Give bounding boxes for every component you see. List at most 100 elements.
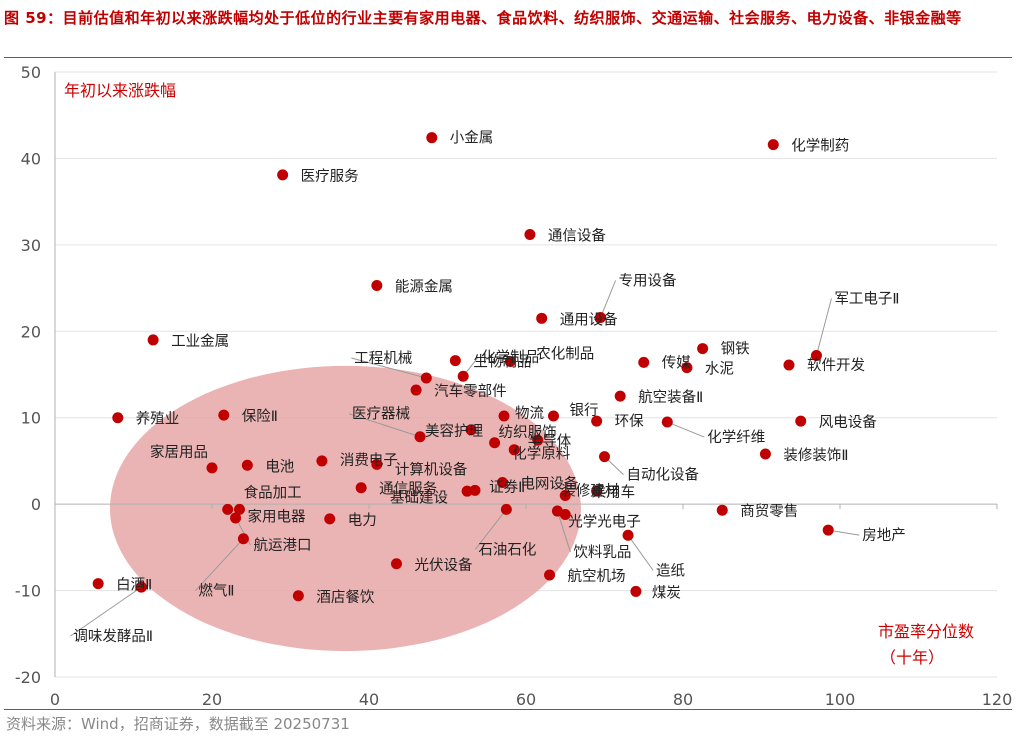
data-point [135,581,147,593]
footer-rule [4,709,1012,710]
point-label: 小金属 [450,130,494,147]
data-point [661,416,673,428]
data-point [544,569,556,581]
data-point [469,484,481,496]
point-label: 基础建设 [390,489,448,506]
leader-line [348,413,421,438]
point-label: 石油石化 [478,541,536,558]
point-label: 化学制药 [791,138,849,155]
x-tick-label: 60 [516,690,536,709]
data-point [783,359,795,371]
data-point [622,529,634,541]
y-axis-label: 年初以来涨跌幅 [64,81,176,100]
point-label: 保险Ⅱ [242,408,278,425]
data-point [465,424,477,436]
scatter-chart: -20 -10 0 10 20 30 40 50 0 20 40 60 80 100 120 小金属 化学制药… [15,63,1013,709]
point-label: 电网设备 [520,476,578,493]
figure-title: 图 59：目前估值和年初以来涨跌幅均处于低位的行业主要有家用电器、食品饮料、纺织… [4,9,962,27]
data-point [759,448,771,460]
data-point [112,412,124,424]
data-point [697,343,709,355]
point-label: 软件开发 [807,357,865,374]
point-label: 纺织服饰 [499,424,557,441]
point-label: 证券Ⅱ [489,479,525,496]
data-point [524,228,536,240]
data-point [498,410,510,422]
leader-lines [70,280,860,637]
title-rule [4,57,1012,58]
leader-line [667,421,705,438]
point-label: 通信服务 [379,481,437,498]
data-point [237,533,249,545]
data-point [233,503,245,515]
data-point [504,356,516,368]
data-point [449,355,461,367]
point-label: 食品加工 [244,484,302,501]
data-point [222,503,234,515]
data-point [489,437,501,449]
point-label: 装修装饰Ⅱ [783,447,848,464]
data-point [810,349,822,361]
point-label: 通信设备 [548,227,606,244]
leader-line [195,538,244,592]
point-label: 电力 [348,512,377,529]
y-tick-label: 30 [21,236,41,255]
point-label: 航运港口 [254,537,312,554]
x-axis-label-line1: 市盈率分位数 [878,622,974,641]
x-tick-label: 80 [673,690,693,709]
leader-line [70,586,142,637]
leader-line [600,280,617,318]
data-point [795,415,807,427]
point-label: 工业金属 [171,333,229,350]
point-label: 自动化设备 [627,467,700,484]
point-label: 银行 [569,402,598,419]
data-point [426,132,438,144]
point-label: 钢铁 [721,341,750,358]
data-point [532,434,544,446]
y-tick-label: 40 [21,149,41,168]
point-label: 农化制品 [536,346,594,363]
data-point [536,312,548,324]
data-point [508,444,520,456]
data-points [92,132,834,602]
data-point [496,477,508,489]
data-point [414,431,426,443]
point-label: 传媒 [662,354,691,371]
point-label: 白酒Ⅱ [116,577,152,594]
point-label: 医疗器械 [352,406,410,423]
x-tick-label: 0 [50,690,60,709]
point-label: 物流 [515,405,544,422]
data-point [500,503,512,515]
source-note: 资料来源：Wind，招商证券，数据截至 20250731 [6,715,350,733]
data-point [316,455,328,467]
point-label: 半导体 [528,433,572,450]
data-point [559,490,571,501]
data-point [371,458,383,470]
point-label: 饮料乳品 [573,544,631,561]
data-point [822,524,834,536]
point-label: 装修建材 [561,483,619,500]
data-point [420,372,432,384]
leader-line [556,510,571,553]
point-label: 光学光电子 [568,514,641,531]
point-label: 通用设备 [560,311,618,328]
point-label: 家用电器 [247,508,305,525]
point-label: 工程机械 [354,350,412,367]
point-label: 光伏设备 [414,557,472,574]
point-label: 风电设备 [819,414,877,431]
point-label: 环保 [615,413,644,430]
point-label: 水泥 [705,361,734,378]
point-label: 酒店餐饮 [316,589,374,606]
leader-line [627,534,654,571]
point-label: 化学原料 [512,446,570,463]
x-tick-label: 120 [982,690,1013,709]
point-label: 医疗服务 [301,168,359,185]
point-label: 乘用车 [592,484,636,501]
point-label: 家居用品 [150,444,208,461]
data-point [355,482,367,494]
data-point [218,409,230,421]
data-point [716,504,728,516]
point-label: 航空装备Ⅱ [638,389,703,406]
point-label: 房地产 [862,527,906,544]
